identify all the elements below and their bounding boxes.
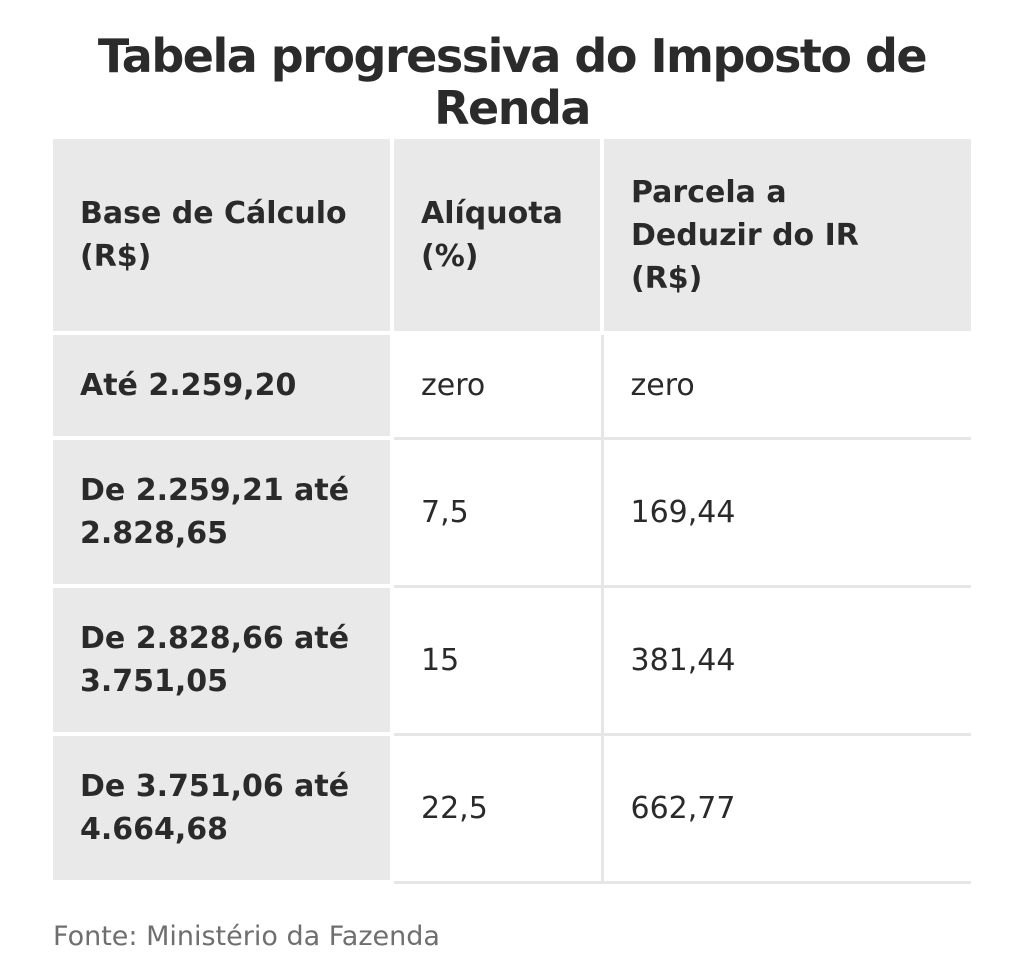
cell-aliquota: zero <box>392 333 604 440</box>
cell-parcela: 381,44 <box>602 586 971 736</box>
cell-aliquota: 7,5 <box>392 438 604 588</box>
cell-base: De 3.751,06 até 4.664,68 <box>53 734 394 884</box>
cell-base: Até 2.259,20 <box>53 333 394 440</box>
header-parcela-deduzir: Parcela a Deduzir do IR (R$) <box>602 139 971 335</box>
cell-parcela: 662,77 <box>602 734 971 884</box>
table-row: Até 2.259,20 zero zero <box>53 333 971 440</box>
cell-aliquota: 22,5 <box>392 734 604 884</box>
page-title: Tabela progressiva do Imposto de Renda <box>97 29 928 135</box>
header-base-calculo: Base de Cálculo (R$) <box>53 139 394 335</box>
cell-parcela: 169,44 <box>602 438 971 588</box>
header-aliquota: Alíquota (%) <box>392 139 604 335</box>
table-row: De 2.828,66 até 3.751,05 15 381,44 <box>53 586 971 736</box>
cell-base: De 2.828,66 até 3.751,05 <box>53 586 394 736</box>
tax-bracket-table: Base de Cálculo (R$) Alíquota (%) Parcel… <box>53 139 971 884</box>
table-row: De 3.751,06 até 4.664,68 22,5 662,77 <box>53 734 971 884</box>
source-note: Fonte: Ministério da Fazenda <box>53 921 440 952</box>
table-header-row: Base de Cálculo (R$) Alíquota (%) Parcel… <box>53 139 971 335</box>
cell-parcela: zero <box>602 333 971 440</box>
cell-base: De 2.259,21 até 2.828,65 <box>53 438 394 588</box>
table-row: De 2.259,21 até 2.828,65 7,5 169,44 <box>53 438 971 588</box>
cell-aliquota: 15 <box>392 586 604 736</box>
